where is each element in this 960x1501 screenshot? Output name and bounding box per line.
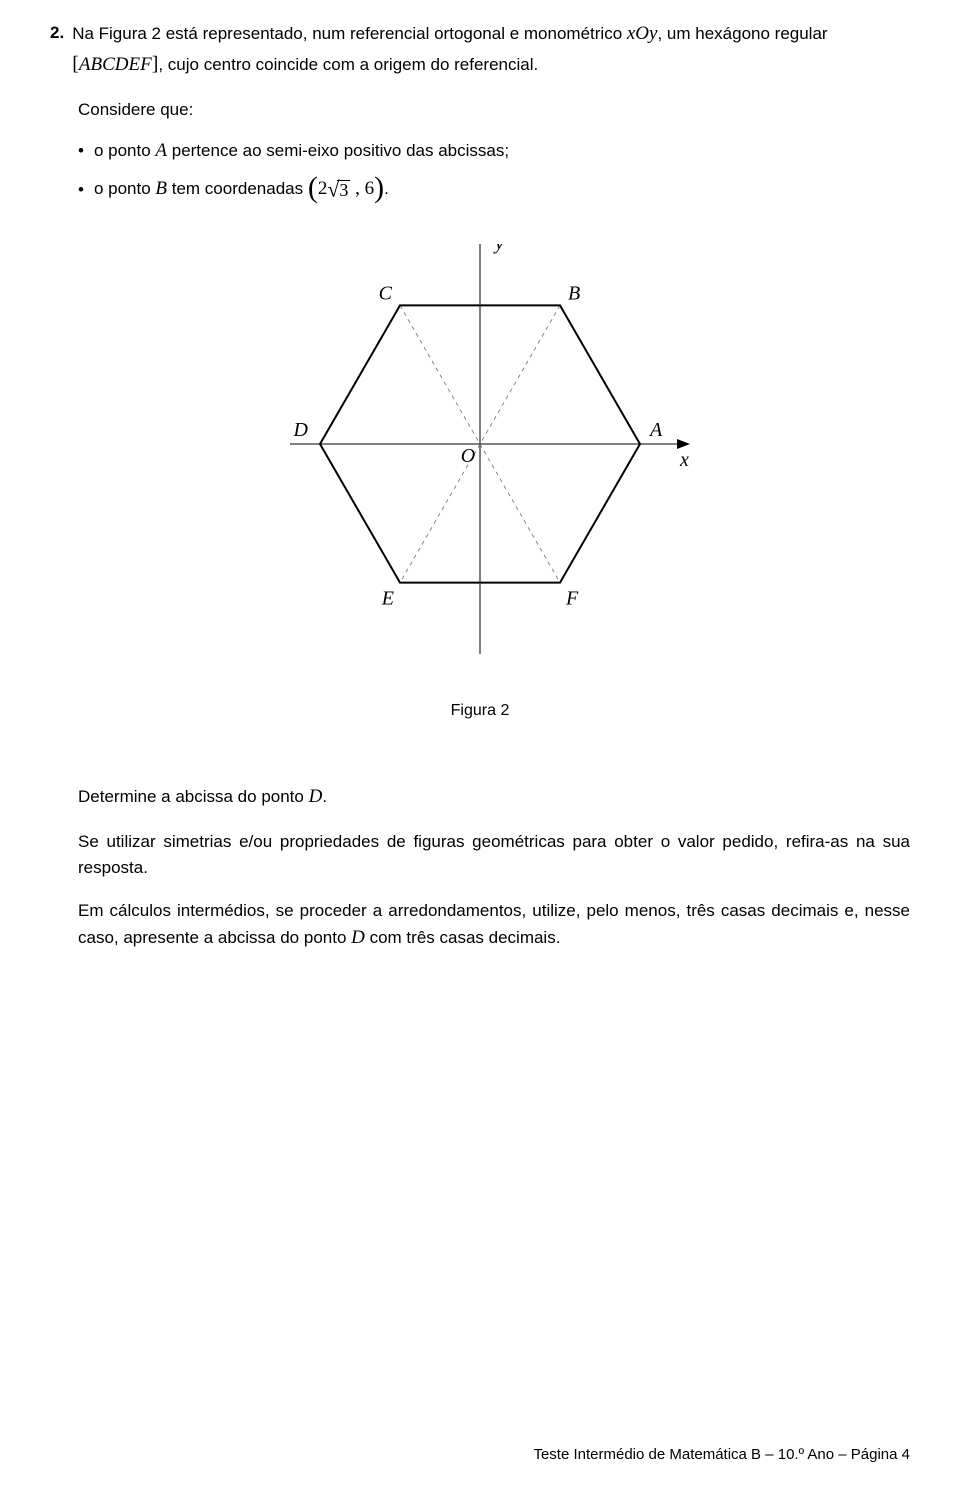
- bullet-1: • o ponto A pertence ao semi-eixo positi…: [78, 137, 910, 166]
- rparen: ): [374, 171, 384, 204]
- hexagon-label: [[ABCDEF]ABCDEF]: [72, 53, 158, 75]
- p3-t2: com três casas decimais.: [365, 928, 561, 947]
- p1-t1: Determine a abcissa do ponto: [78, 787, 309, 806]
- q-text-3: , cujo centro coincide com a origem do r…: [158, 55, 538, 74]
- svg-text:B: B: [568, 282, 580, 304]
- ref-frame: xOy: [627, 23, 658, 44]
- svg-text:A: A: [648, 419, 663, 441]
- bullet-dot: •: [78, 181, 84, 198]
- question-block: 2. Na Figura 2 está representado, num re…: [50, 20, 910, 79]
- coord-b: 6: [365, 178, 375, 199]
- b2-end: .: [384, 179, 389, 198]
- svg-text:O: O: [461, 445, 475, 467]
- b2-t1: o ponto: [94, 179, 155, 198]
- coord-inner: 2√3 , 6: [318, 178, 374, 199]
- figure-caption: Figura 2: [451, 699, 510, 723]
- bullet-2: • o ponto B tem coordenadas (2√3 , 6).: [78, 175, 910, 204]
- task-p2: Se utilizar simetrias e/ou propriedades …: [78, 829, 910, 880]
- svg-text:C: C: [379, 282, 393, 304]
- question-number: 2.: [50, 20, 64, 46]
- b1-t1: o ponto: [94, 141, 155, 160]
- p1-t2: .: [322, 787, 327, 806]
- hexagon-diagram: y x O A B C D E F: [260, 244, 700, 674]
- p1-point: D: [309, 786, 323, 807]
- b1-t2: pertence ao semi-eixo positivo das abcis…: [167, 141, 509, 160]
- b1-point: A: [155, 140, 167, 161]
- consider-label: Considere que:: [78, 97, 910, 123]
- q-text-2: , um hexágono regular: [657, 24, 827, 43]
- svg-text:x: x: [679, 449, 689, 471]
- bullet-dot: •: [78, 142, 84, 159]
- svg-text:E: E: [381, 587, 394, 609]
- task-p3: Em cálculos intermédios, se proceder a a…: [78, 898, 910, 952]
- b2-point: B: [155, 178, 167, 199]
- coord-a: 2: [318, 178, 328, 199]
- lparen: (: [308, 171, 318, 204]
- bullet-1-text: o ponto A pertence ao semi-eixo positivo…: [94, 137, 509, 166]
- sqrt: √3: [327, 175, 350, 204]
- task-p1: Determine a abcissa do ponto D.: [78, 783, 910, 812]
- bullet-2-text: o ponto B tem coordenadas (2√3 , 6).: [94, 175, 389, 204]
- question-text: Na Figura 2 está representado, num refer…: [72, 20, 910, 79]
- svg-text:y: y: [493, 244, 504, 254]
- p3-point: D: [351, 927, 365, 948]
- coord-sep: ,: [350, 178, 364, 199]
- svg-text:F: F: [565, 587, 579, 609]
- figure-2: y x O A B C D E F Figura 2: [50, 244, 910, 723]
- svg-text:D: D: [293, 419, 309, 441]
- b2-t2: tem coordenadas: [167, 179, 308, 198]
- q-text-1: Na Figura 2 está representado, num refer…: [72, 24, 627, 43]
- sqrt-arg: 3: [337, 180, 350, 199]
- page-footer: Teste Intermédio de Matemática B – 10.º …: [533, 1444, 910, 1467]
